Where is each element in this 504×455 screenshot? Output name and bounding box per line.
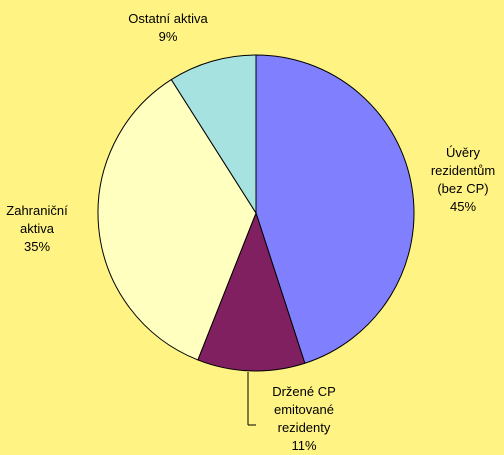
- pie-slice: [255, 54, 415, 364]
- slice-label: Ostatní aktiva 9%: [108, 10, 228, 46]
- category-label: Držené CP emitované rezidenty: [272, 384, 336, 435]
- category-label: Úvěry rezidentům (bez CP): [430, 145, 496, 196]
- pie-slice: [97, 78, 257, 361]
- value-label: 35%: [23, 239, 51, 254]
- value-label: 9%: [158, 29, 178, 44]
- value-label: 45%: [449, 199, 477, 214]
- pie-slice: [170, 54, 257, 215]
- category-label: Zahraniční aktiva: [6, 203, 68, 236]
- slice-label: Držené CP emitované rezidenty 11%: [254, 383, 354, 455]
- value-label: 11%: [291, 438, 317, 453]
- slice-label: Zahraniční aktiva 35%: [0, 202, 77, 256]
- pie-slice: [197, 211, 306, 372]
- slice-label: Úvěry rezidentům (bez CP) 45%: [418, 144, 504, 216]
- category-label: Ostatní aktiva: [128, 11, 208, 26]
